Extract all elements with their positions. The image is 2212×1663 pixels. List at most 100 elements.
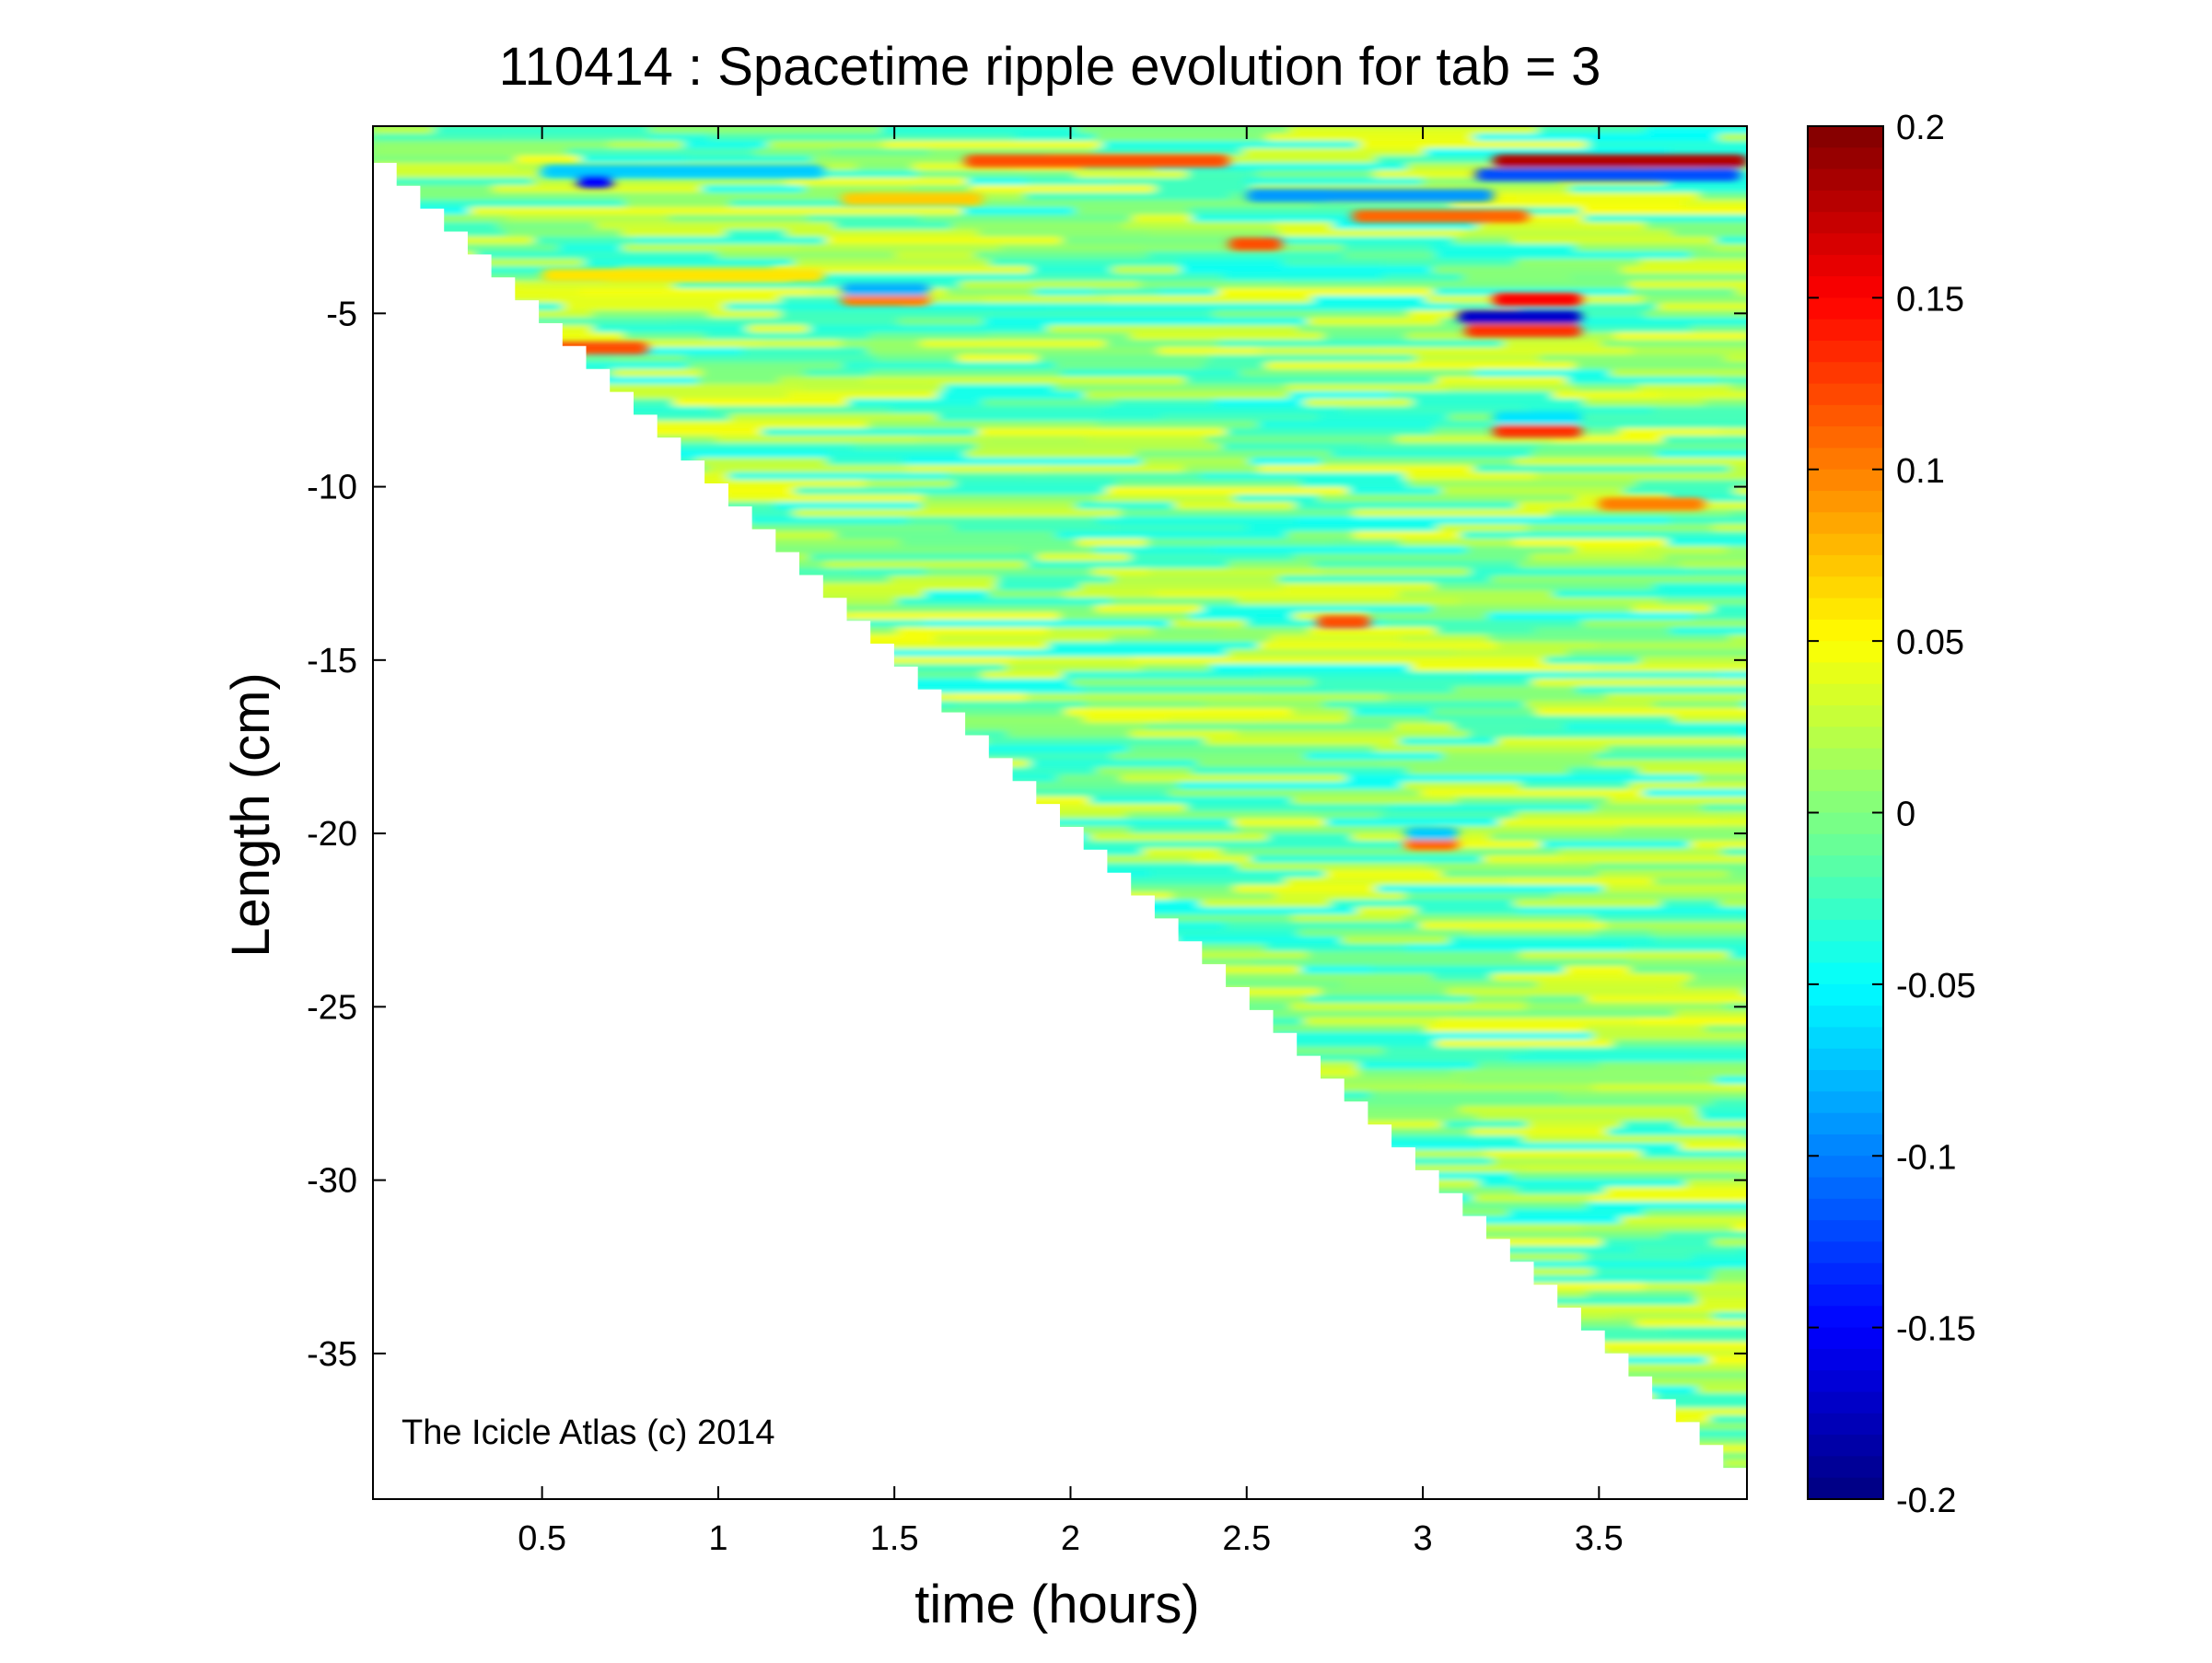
ripple-feature	[841, 192, 983, 206]
colorbar-band	[1808, 791, 1883, 814]
colorbar-band	[1808, 1156, 1883, 1179]
ripple-cell	[687, 362, 844, 369]
ripple-cell	[1382, 273, 1465, 281]
ripple-cell	[1656, 450, 1747, 458]
ripple-cell	[1683, 981, 1747, 988]
ripple-cell	[862, 377, 930, 384]
ripple-cell	[1588, 1342, 1747, 1349]
ripple-cell	[920, 502, 1078, 509]
ripple-cell	[1565, 855, 1747, 863]
ripple-cell	[1353, 509, 1552, 517]
ripple-cell	[1330, 900, 1517, 907]
ripple-cell	[1607, 1128, 1747, 1135]
colorbar-band	[1808, 1262, 1883, 1285]
ripple-cell	[815, 583, 997, 590]
ripple-cell	[903, 458, 1143, 465]
ripple-cell	[890, 406, 1105, 413]
ripple-cell	[1586, 141, 1747, 148]
ripple-cell	[1537, 981, 1686, 988]
ripple-cell	[923, 494, 1099, 502]
ripple-cell	[1712, 605, 1747, 612]
ripple-cell	[1282, 583, 1438, 590]
ripple-cell	[611, 369, 704, 377]
colorbar-band	[1808, 212, 1883, 235]
ripple-cell	[1375, 156, 1598, 163]
ripple-cell	[1457, 797, 1610, 804]
ripple-cell	[969, 752, 1114, 760]
ripple-cell	[1185, 804, 1391, 811]
ripple-cell	[1538, 443, 1747, 450]
ripple-cell	[1641, 1157, 1747, 1165]
ripple-cell	[1279, 229, 1466, 237]
ripple-cell	[1420, 1084, 1595, 1091]
ripple-cell	[1595, 929, 1654, 936]
y-tick-label: -35	[307, 1335, 357, 1374]
ripple-cell	[1652, 1393, 1747, 1401]
ripple-cell	[1441, 752, 1597, 760]
ripple-cell	[1201, 605, 1434, 612]
ripple-cell	[1476, 1113, 1702, 1121]
ripple-cell	[917, 436, 991, 443]
ripple-cell	[984, 738, 1206, 745]
ripple-cell	[963, 789, 1171, 797]
ripple-cell	[1205, 701, 1326, 708]
colorbar-band	[1808, 319, 1883, 342]
ripple-cell	[825, 686, 1085, 693]
ripple-cell	[1432, 1032, 1594, 1040]
ripple-feature	[1458, 310, 1582, 324]
ripple-cell	[1246, 524, 1439, 531]
ripple-cell	[778, 377, 865, 384]
ripple-cell	[1291, 708, 1355, 715]
ripple-cell	[633, 237, 828, 244]
ripple-cell	[1564, 966, 1632, 973]
ripple-cell	[1354, 531, 1463, 539]
ripple-cell	[767, 141, 886, 148]
ripple-cell	[1249, 156, 1378, 163]
ripple-cell	[1670, 627, 1747, 634]
ripple-cell	[1729, 951, 1747, 959]
ripple-cell	[1534, 627, 1672, 634]
ripple-cell	[1496, 642, 1598, 649]
ripple-cell	[1249, 458, 1322, 465]
ripple-cell	[1341, 406, 1527, 413]
ripple-cell	[1210, 664, 1413, 671]
ripple-cell	[707, 465, 909, 472]
ripple-cell	[1225, 922, 1422, 929]
ripple-cell	[1638, 657, 1747, 664]
ripple-cell	[1064, 885, 1236, 892]
ripple-cell	[1263, 237, 1455, 244]
ripple-cell	[1031, 273, 1226, 281]
ripple-cell	[1407, 362, 1578, 369]
ripple-cell	[1342, 981, 1540, 988]
ripple-cell	[1120, 774, 1348, 782]
ripple-cell	[1229, 1010, 1457, 1018]
colorbar-tick-label: 0.1	[1896, 452, 1945, 491]
ripple-cell	[880, 126, 1079, 134]
ripple-cell	[887, 745, 1130, 752]
colorbar-band	[1808, 705, 1883, 727]
ripple-cell	[558, 244, 624, 251]
ripple-cell	[1065, 708, 1294, 715]
ripple-cell	[1593, 863, 1747, 870]
ripple-cell	[1158, 347, 1262, 355]
ripple-cell	[1270, 634, 1403, 642]
ripple-cell	[1628, 281, 1747, 288]
ripple-cell	[935, 634, 1047, 642]
ungrown-region	[373, 126, 1747, 1499]
ripple-cell	[847, 642, 1051, 649]
ripple-cell	[373, 200, 627, 207]
colorbar-band	[1808, 1413, 1883, 1436]
ripple-cell	[928, 148, 1097, 156]
ripple-cell	[373, 134, 505, 141]
ripple-cell	[1285, 281, 1392, 288]
ripple-cell	[1712, 1099, 1747, 1106]
ripple-cell	[1070, 679, 1316, 686]
ripple-cell	[1466, 1239, 1603, 1246]
ripple-cell	[682, 141, 770, 148]
ripple-cell	[1432, 973, 1494, 981]
colorbar-band	[1808, 1070, 1883, 1092]
ripple-cell	[827, 450, 968, 458]
ripple-cell	[1566, 377, 1718, 384]
ripple-cell	[1714, 1268, 1747, 1275]
ripple-cell	[1473, 465, 1731, 472]
